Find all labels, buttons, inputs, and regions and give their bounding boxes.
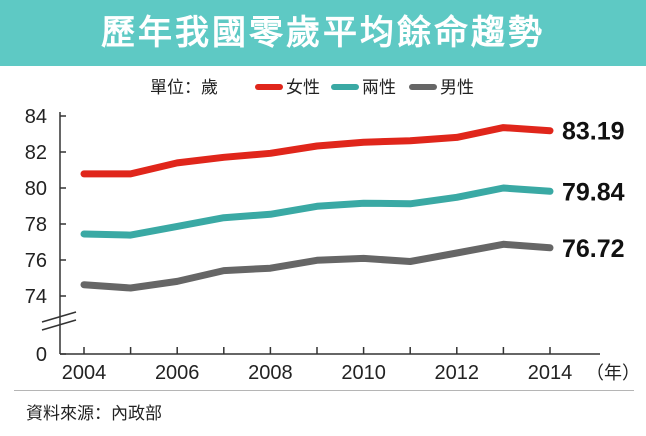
series-line [80, 124, 554, 178]
series-line [80, 184, 554, 239]
x-tick-label: 2004 [62, 362, 107, 384]
series-end-label: 83.19 [562, 118, 625, 146]
y-tick-label: 74 [25, 286, 47, 308]
series-end-label: 76.72 [562, 235, 625, 263]
y-tick-label: 82 [25, 142, 47, 164]
chart-title: 歷年我國零歲平均餘命趨勢 [101, 13, 545, 53]
x-tick-label: 2008 [248, 362, 293, 384]
unit-label: 單位：歲 [150, 78, 218, 97]
x-tick-label: 2010 [341, 362, 386, 384]
y-tick-label: 80 [25, 178, 47, 200]
series-end-label: 79.84 [562, 178, 625, 206]
x-axis-unit: （年） [586, 363, 640, 383]
legend: 單位：歲 女性 兩性 男性 [150, 78, 474, 97]
legend-label: 兩性 [362, 78, 396, 97]
footer-divider [14, 390, 634, 391]
y-tick-label: 84 [25, 106, 47, 128]
x-tick-label: 2014 [528, 362, 573, 384]
legend-label: 男性 [440, 78, 474, 97]
legend-label: 女性 [286, 78, 320, 97]
y-tick-label: 0 [36, 344, 47, 366]
title-banner [0, 0, 646, 66]
y-tick-label: 78 [25, 214, 47, 236]
x-tick-label: 2006 [155, 362, 200, 384]
y-tick-label: 76 [25, 250, 47, 272]
series-line [80, 240, 554, 292]
axis-break-mark [41, 311, 77, 331]
x-tick-label: 2012 [435, 362, 480, 384]
source-note: 資料來源：內政部 [26, 404, 162, 424]
